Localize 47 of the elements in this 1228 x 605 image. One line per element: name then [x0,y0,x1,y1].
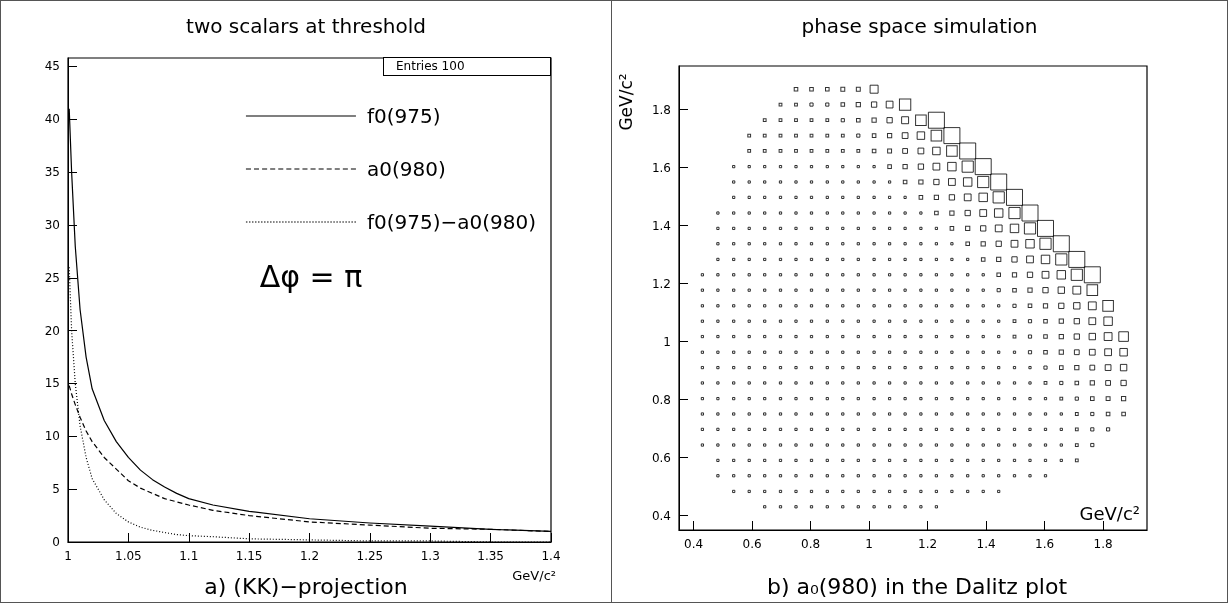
y-tick-label: 20 [44,323,60,338]
x-tick-label: 0.8 [801,537,821,551]
x-tick-label: 1 [64,549,72,563]
x-tick-label: 1.05 [115,549,142,563]
y-tick-label: 10 [44,429,60,444]
legend-label: a0(980) [366,157,446,181]
y-tick-label: 0.8 [651,392,671,407]
y-tick-label: 0 [52,535,60,549]
x-tick-label: 1.4 [976,537,996,551]
stats-box: Entries 100 [383,57,551,76]
x-tick-label: 0.6 [742,537,762,551]
chart-title: two scalars at threshold [186,14,426,38]
x-tick-label: 1.15 [235,549,263,563]
y-tick-label: 25 [44,270,60,285]
y-tick-label: 1.6 [651,160,671,175]
x-tick-label: 1.2 [918,537,938,551]
y-tick-label: 45 [44,59,60,74]
legend-label: f0(975) [366,104,441,128]
annotation: Δφ = π [259,258,363,294]
legend-label: f0(975)−a0(980) [366,210,536,234]
y-tick-label: 35 [44,165,60,180]
y-tick-label: 1.2 [651,276,671,291]
y-tick-label: 0.6 [651,450,671,465]
x-tick-label: 1.2 [299,549,320,563]
x-tick-label: 1.35 [477,549,504,563]
x-tick-label: 1.4 [541,549,561,563]
x-tick-label: 0.4 [684,537,704,551]
y-tick-label: 1.8 [651,102,671,117]
x-tick-label: 1.6 [1035,537,1055,551]
y-tick-label: 30 [44,217,60,232]
x-axis-title: GeV/c² [1079,502,1140,524]
x-tick-label: 1.1 [179,549,199,563]
y-tick-label: 5 [52,482,60,497]
y-tick-label: 0.4 [651,508,671,523]
y-axis-title: GeV/c² [616,73,636,131]
x-tick-label: 1.3 [420,549,440,563]
x-axis-title: GeV/c² [512,567,556,583]
y-tick-label: 1.4 [651,218,671,233]
x-tick-label: 1.8 [1093,537,1113,551]
text: b) a₀(980) in the Dalitz plot [766,573,1068,599]
x-tick-label: 1 [865,537,873,551]
y-tick-label: 1 [663,334,671,349]
x-tick-label: 1.25 [356,549,384,563]
chart-title: phase space simulation [801,14,1038,38]
y-tick-label: 40 [44,112,60,127]
text: a) (KK)−projection [204,573,408,599]
y-tick-label: 15 [44,376,60,391]
